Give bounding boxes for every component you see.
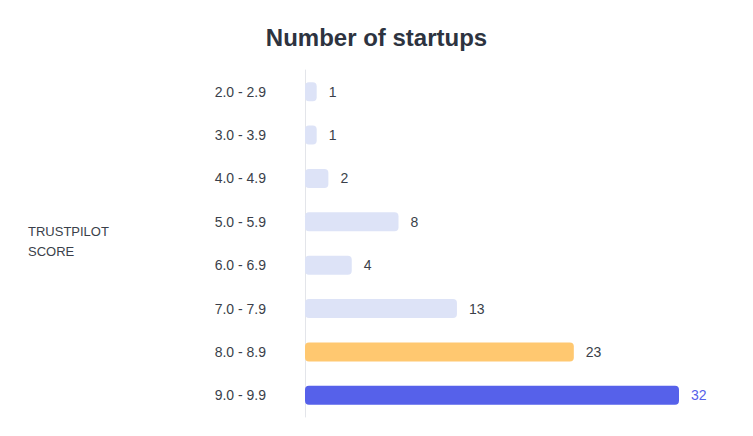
- svg-text:13: 13: [469, 301, 485, 317]
- svg-text:1: 1: [329, 84, 337, 100]
- svg-text:SCORE: SCORE: [28, 244, 75, 259]
- svg-text:1: 1: [329, 127, 337, 143]
- svg-text:2: 2: [340, 170, 348, 186]
- svg-text:Number of startups: Number of startups: [266, 24, 487, 51]
- svg-text:2.0 - 2.9: 2.0 - 2.9: [215, 84, 267, 100]
- svg-text:4.0 - 4.9: 4.0 - 4.9: [215, 170, 267, 186]
- svg-text:6.0 - 6.9: 6.0 - 6.9: [215, 257, 267, 273]
- svg-text:23: 23: [586, 344, 602, 360]
- svg-text:9.0 - 9.9: 9.0 - 9.9: [215, 387, 267, 403]
- svg-text:32: 32: [691, 387, 707, 403]
- svg-text:4: 4: [364, 257, 372, 273]
- svg-text:3.0 - 3.9: 3.0 - 3.9: [215, 127, 267, 143]
- svg-text:8.0 - 8.9: 8.0 - 8.9: [215, 344, 267, 360]
- svg-text:7.0 - 7.9: 7.0 - 7.9: [215, 301, 267, 317]
- svg-text:TRUSTPILOT: TRUSTPILOT: [28, 224, 109, 239]
- svg-text:5.0 - 5.9: 5.0 - 5.9: [215, 214, 267, 230]
- svg-text:8: 8: [411, 214, 419, 230]
